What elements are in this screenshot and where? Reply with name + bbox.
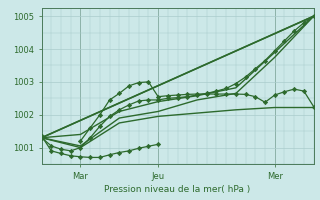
X-axis label: Pression niveau de la mer( hPa ): Pression niveau de la mer( hPa ) <box>104 185 251 194</box>
